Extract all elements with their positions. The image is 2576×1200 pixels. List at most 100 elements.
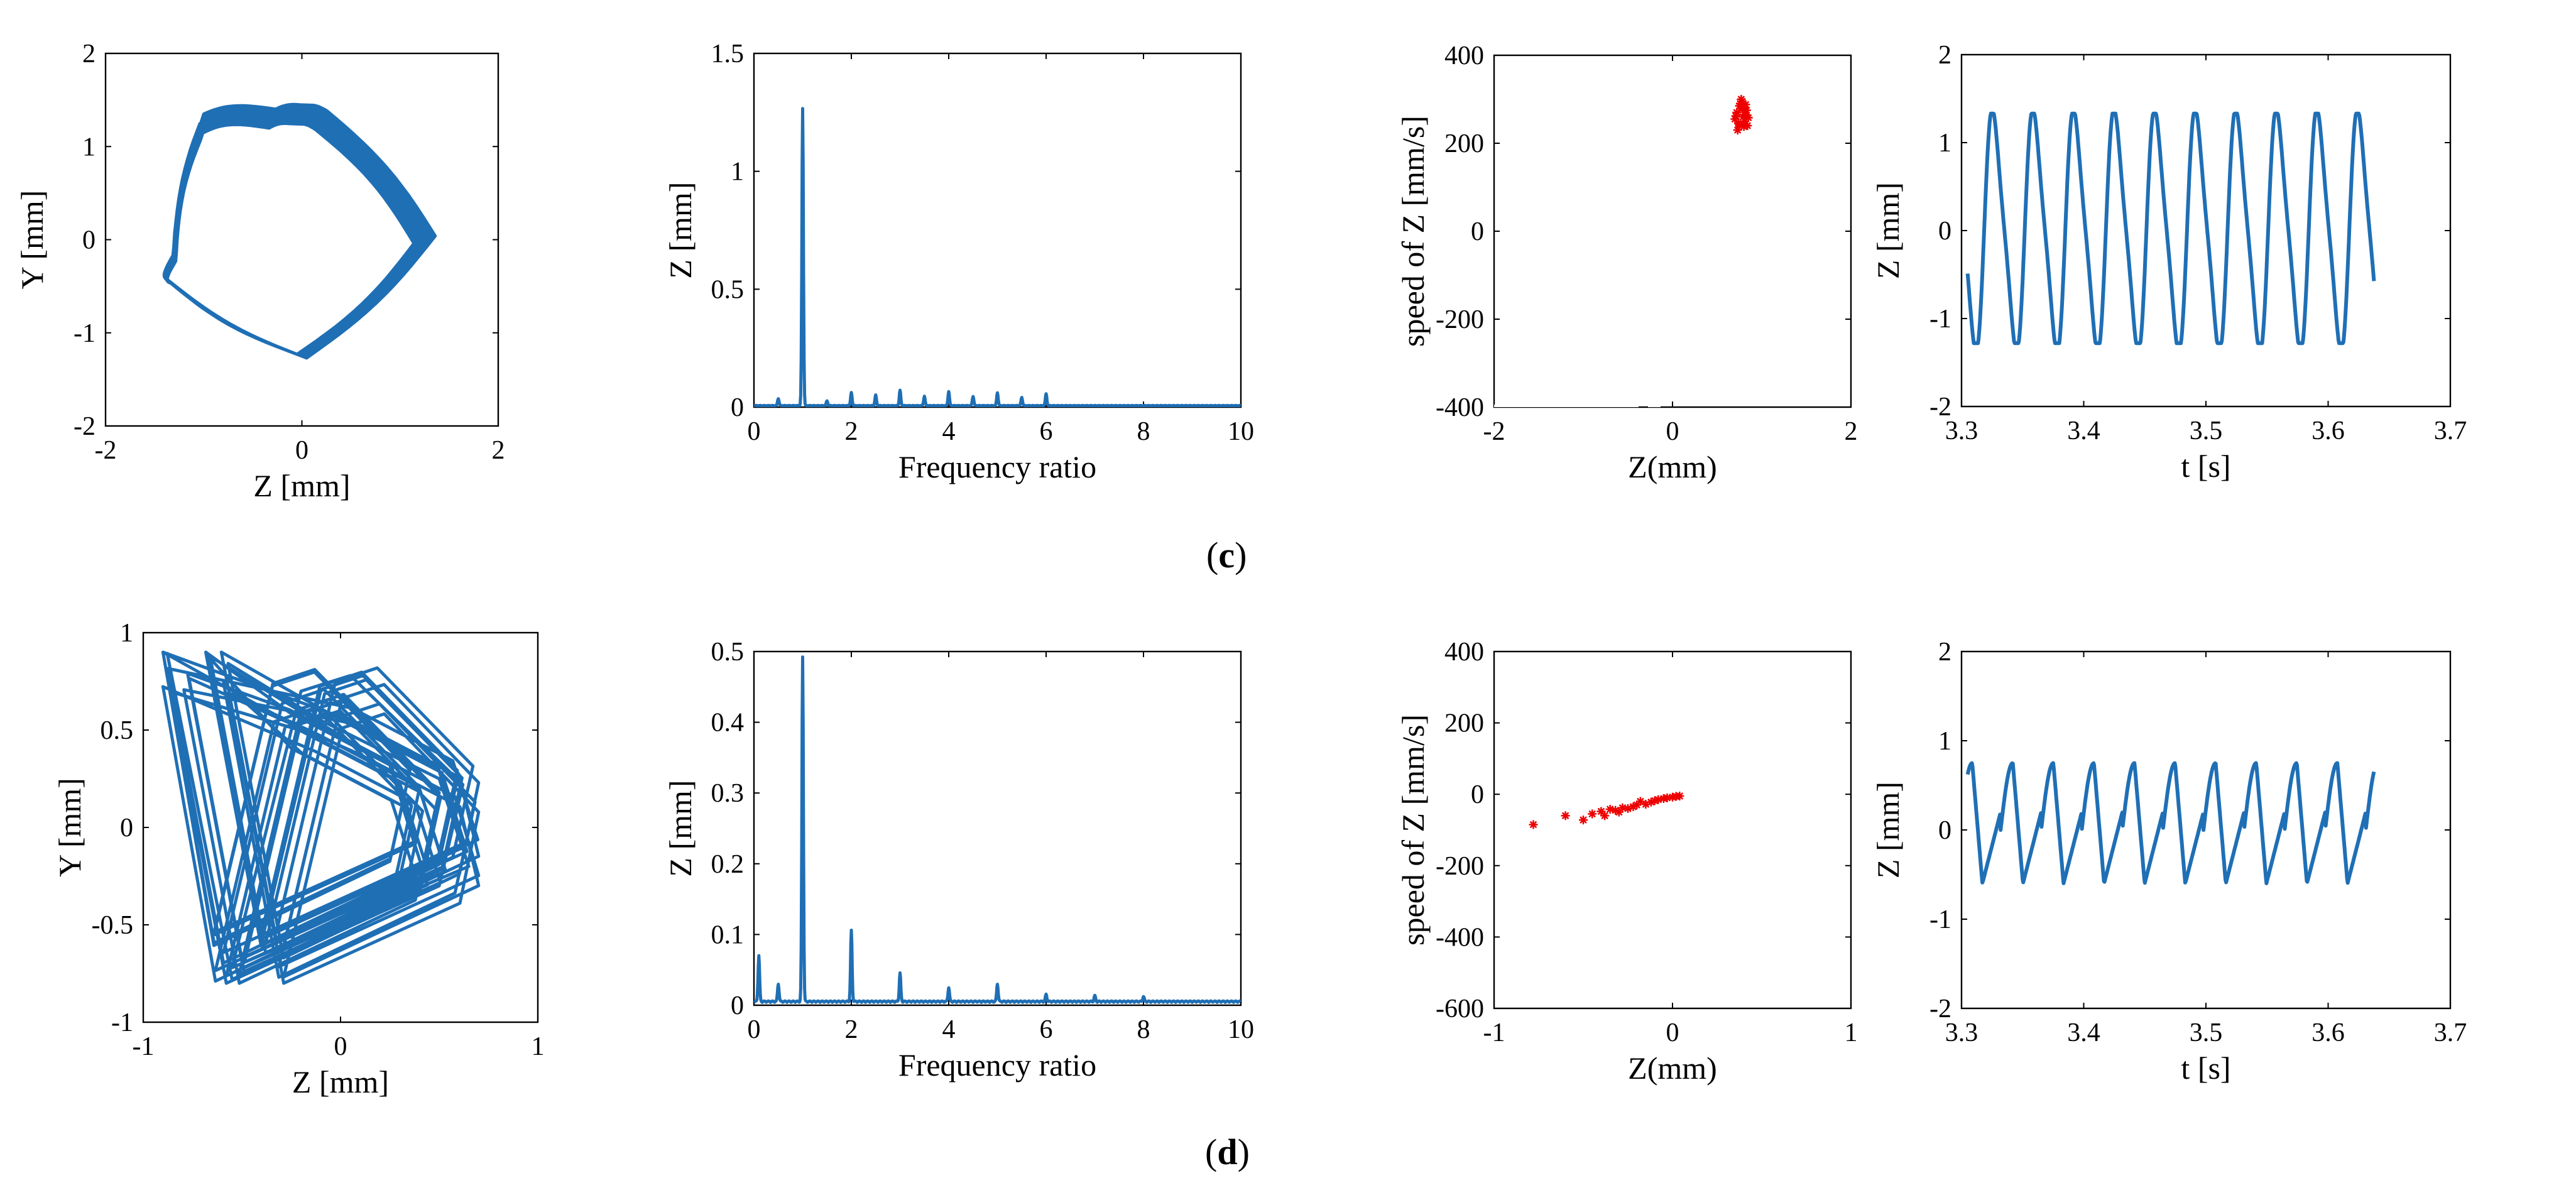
y-tick-label: -2 xyxy=(74,412,96,441)
x-tick-label: 4 xyxy=(942,417,956,446)
x-tick-label: -2 xyxy=(95,436,117,465)
y-tick-label: 2 xyxy=(82,40,96,68)
y-tick-label: 0 xyxy=(1938,816,1951,845)
y-tick-label: -600 xyxy=(1436,995,1484,1023)
x-tick-label: 2 xyxy=(845,417,858,446)
chart-c4: 3.3 3.4 3.5 3.6 3.7 -2 -1 0 1 2 t [s] Z [mm] xyxy=(1870,41,2467,484)
y-tick-label: 0.5 xyxy=(711,275,745,304)
axes-box xyxy=(1493,650,1852,1010)
y-tick-label: -400 xyxy=(1436,393,1484,422)
chart-d4: 3.3 3.4 3.5 3.6 3.7 -2 -1 0 1 2 t [s] Z [mm] xyxy=(1870,638,2467,1086)
data-point xyxy=(1654,795,1663,804)
x-tick-label: 0 xyxy=(1666,1018,1679,1047)
x-axis-label: Z [mm] xyxy=(292,1064,389,1099)
x-tick-label: 3.5 xyxy=(2190,417,2223,445)
y-tick-label: 1 xyxy=(1938,727,1951,756)
y-tick-label: 0 xyxy=(731,991,744,1020)
data-point xyxy=(1735,120,1744,129)
axes-box xyxy=(1493,54,1852,408)
y-tick-label: 2 xyxy=(1938,41,1951,70)
x-tick-label: 6 xyxy=(1040,1015,1053,1044)
x-tick-label: 3.4 xyxy=(2067,1018,2100,1047)
x-tick-label: 0 xyxy=(1666,417,1679,446)
y-tick-label: 0.2 xyxy=(711,850,745,879)
x-tick-label: 0 xyxy=(748,1015,761,1044)
x-tick-label: 0 xyxy=(295,436,308,465)
y-tick-label: 0 xyxy=(82,226,96,255)
series-line xyxy=(754,655,1241,1004)
y-axis-label: Z [mm] xyxy=(663,780,698,876)
x-axis-label: Frequency ratio xyxy=(898,1047,1096,1083)
data-point xyxy=(1731,111,1740,121)
data-point xyxy=(1629,802,1638,812)
x-tick-label: 8 xyxy=(1137,1015,1150,1044)
x-tick-label: 3.5 xyxy=(2190,1018,2223,1047)
y-tick-label: -2 xyxy=(1929,393,1951,422)
x-axis-label: Z(mm) xyxy=(1628,1050,1717,1086)
data-point xyxy=(1529,820,1538,829)
y-axis-label: Y [mm] xyxy=(52,778,87,877)
data-point xyxy=(1579,815,1588,825)
data-point xyxy=(1605,805,1615,814)
y-tick-label: 0 xyxy=(1471,780,1484,809)
axes-box xyxy=(753,52,1242,408)
y-tick-label: -400 xyxy=(1436,923,1484,952)
y-tick-label: 200 xyxy=(1444,129,1484,158)
x-tick-label: 1 xyxy=(1845,1018,1858,1047)
x-axis-label: t [s] xyxy=(2181,1050,2230,1086)
x-tick-label: 8 xyxy=(1137,417,1150,446)
data-point xyxy=(1635,797,1645,806)
series-line xyxy=(754,107,1241,407)
series-line xyxy=(162,102,437,360)
panel-label-letter: d xyxy=(1217,1132,1238,1172)
data-point xyxy=(1588,809,1597,819)
chart-d2: 0 2 4 6 8 10 0 0.1 0.2 0.3 0.4 0.5 Frequency ratio Z … xyxy=(663,638,1254,1083)
data-point xyxy=(1744,113,1753,123)
y-tick-label: -200 xyxy=(1436,852,1484,881)
x-tick-label: -1 xyxy=(1483,1018,1505,1047)
chart-d1: -1 0 1 -1 -0.5 0 0.5 1 Z [mm] Y [mm] xyxy=(52,619,545,1099)
x-tick-label: 2 xyxy=(492,436,505,465)
data-point xyxy=(1741,100,1750,109)
y-tick-label: 2 xyxy=(1938,638,1951,667)
y-tick-label: 0 xyxy=(731,393,744,422)
y-axis-label: Z [mm] xyxy=(663,182,698,278)
x-tick-label: 10 xyxy=(1228,1015,1254,1044)
x-tick-label: -1 xyxy=(133,1032,155,1061)
x-tick-label: 2 xyxy=(845,1015,858,1044)
data-point xyxy=(1675,792,1684,801)
y-tick-label: 400 xyxy=(1444,638,1484,667)
series-line xyxy=(161,650,481,985)
y-tick-label: 400 xyxy=(1444,41,1484,70)
y-tick-label: 0 xyxy=(120,814,133,843)
series-line xyxy=(1965,761,2376,885)
y-tick-label: -0.5 xyxy=(92,911,134,940)
x-tick-label: 6 xyxy=(1040,417,1053,446)
y-tick-label: 1 xyxy=(82,133,96,161)
panel-label-open: ( xyxy=(1205,1132,1218,1172)
y-tick-label: -1 xyxy=(1929,305,1951,334)
x-tick-label: 3.7 xyxy=(2434,1018,2467,1047)
chart-c3: -2 0 2 -400 -200 0 200 400 Z(mm) speed of Z [mm/s… xyxy=(1395,41,1858,484)
y-tick-label: 0.5 xyxy=(711,638,745,667)
x-tick-label: 0 xyxy=(748,417,761,446)
data-point xyxy=(1561,811,1570,821)
panel-label-open: ( xyxy=(1206,535,1219,575)
y-tick-label: 0.4 xyxy=(711,709,745,738)
panel-label-close: ) xyxy=(1235,535,1247,575)
panel-label-c: (c) xyxy=(1206,534,1247,576)
x-axis-label: Z [mm] xyxy=(253,468,350,503)
x-tick-label: 0 xyxy=(334,1032,347,1061)
y-tick-label: -1 xyxy=(74,319,96,348)
panel-label-close: ) xyxy=(1237,1132,1250,1172)
x-tick-label: 10 xyxy=(1228,417,1254,446)
y-tick-label: -1 xyxy=(1929,905,1951,934)
data-point xyxy=(1611,805,1620,815)
data-point xyxy=(1738,112,1748,121)
y-tick-label: 0 xyxy=(1471,217,1484,246)
axes-box xyxy=(753,650,1242,1006)
y-axis-label: speed of Z [mm/s] xyxy=(1395,116,1431,347)
y-tick-label: 0.3 xyxy=(711,779,745,808)
y-tick-label: 200 xyxy=(1444,709,1484,738)
